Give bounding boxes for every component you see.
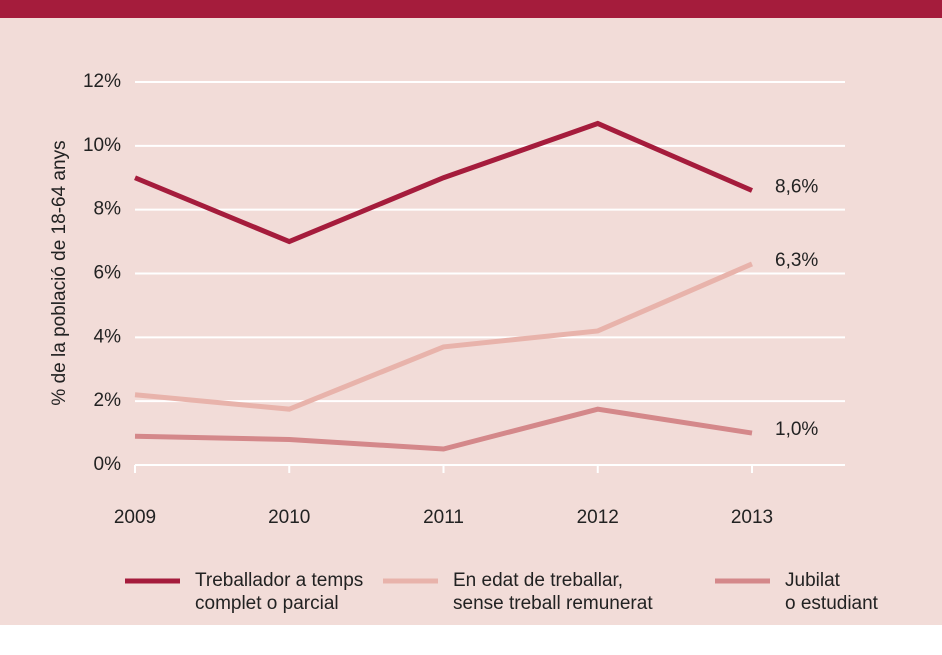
y-tick-label: 10% [83,135,121,156]
chart-background [0,18,942,625]
data-label: 6,3% [775,250,818,271]
series-line [134,120,753,245]
data-label: 8,6% [775,177,818,198]
y-tick-label: 4% [94,326,122,347]
y-tick-label: 0% [94,454,122,475]
x-tick-label: 2010 [268,507,310,528]
data-label: 1,0% [775,419,818,440]
y-tick-label: 12% [83,71,121,92]
series-line [134,406,753,452]
series-line [134,261,753,412]
legend-label: Jubilat o estudiant [785,570,879,614]
legend-label: Treballador a temps complet o parcial [195,570,363,614]
x-tick-label: 2011 [423,507,464,528]
y-tick-label: 6% [94,263,122,284]
y-tick-label: 2% [94,390,122,411]
header-band [0,0,942,18]
x-tick-label: 2013 [731,507,773,528]
y-axis-label: % de la població de 18-64 anys [49,140,70,405]
x-tick-label: 2012 [577,507,619,528]
x-tick-label: 2009 [114,507,156,528]
legend-label: En edat de treballar, sense treball remun… [453,570,653,614]
y-tick-label: 8% [94,199,122,220]
